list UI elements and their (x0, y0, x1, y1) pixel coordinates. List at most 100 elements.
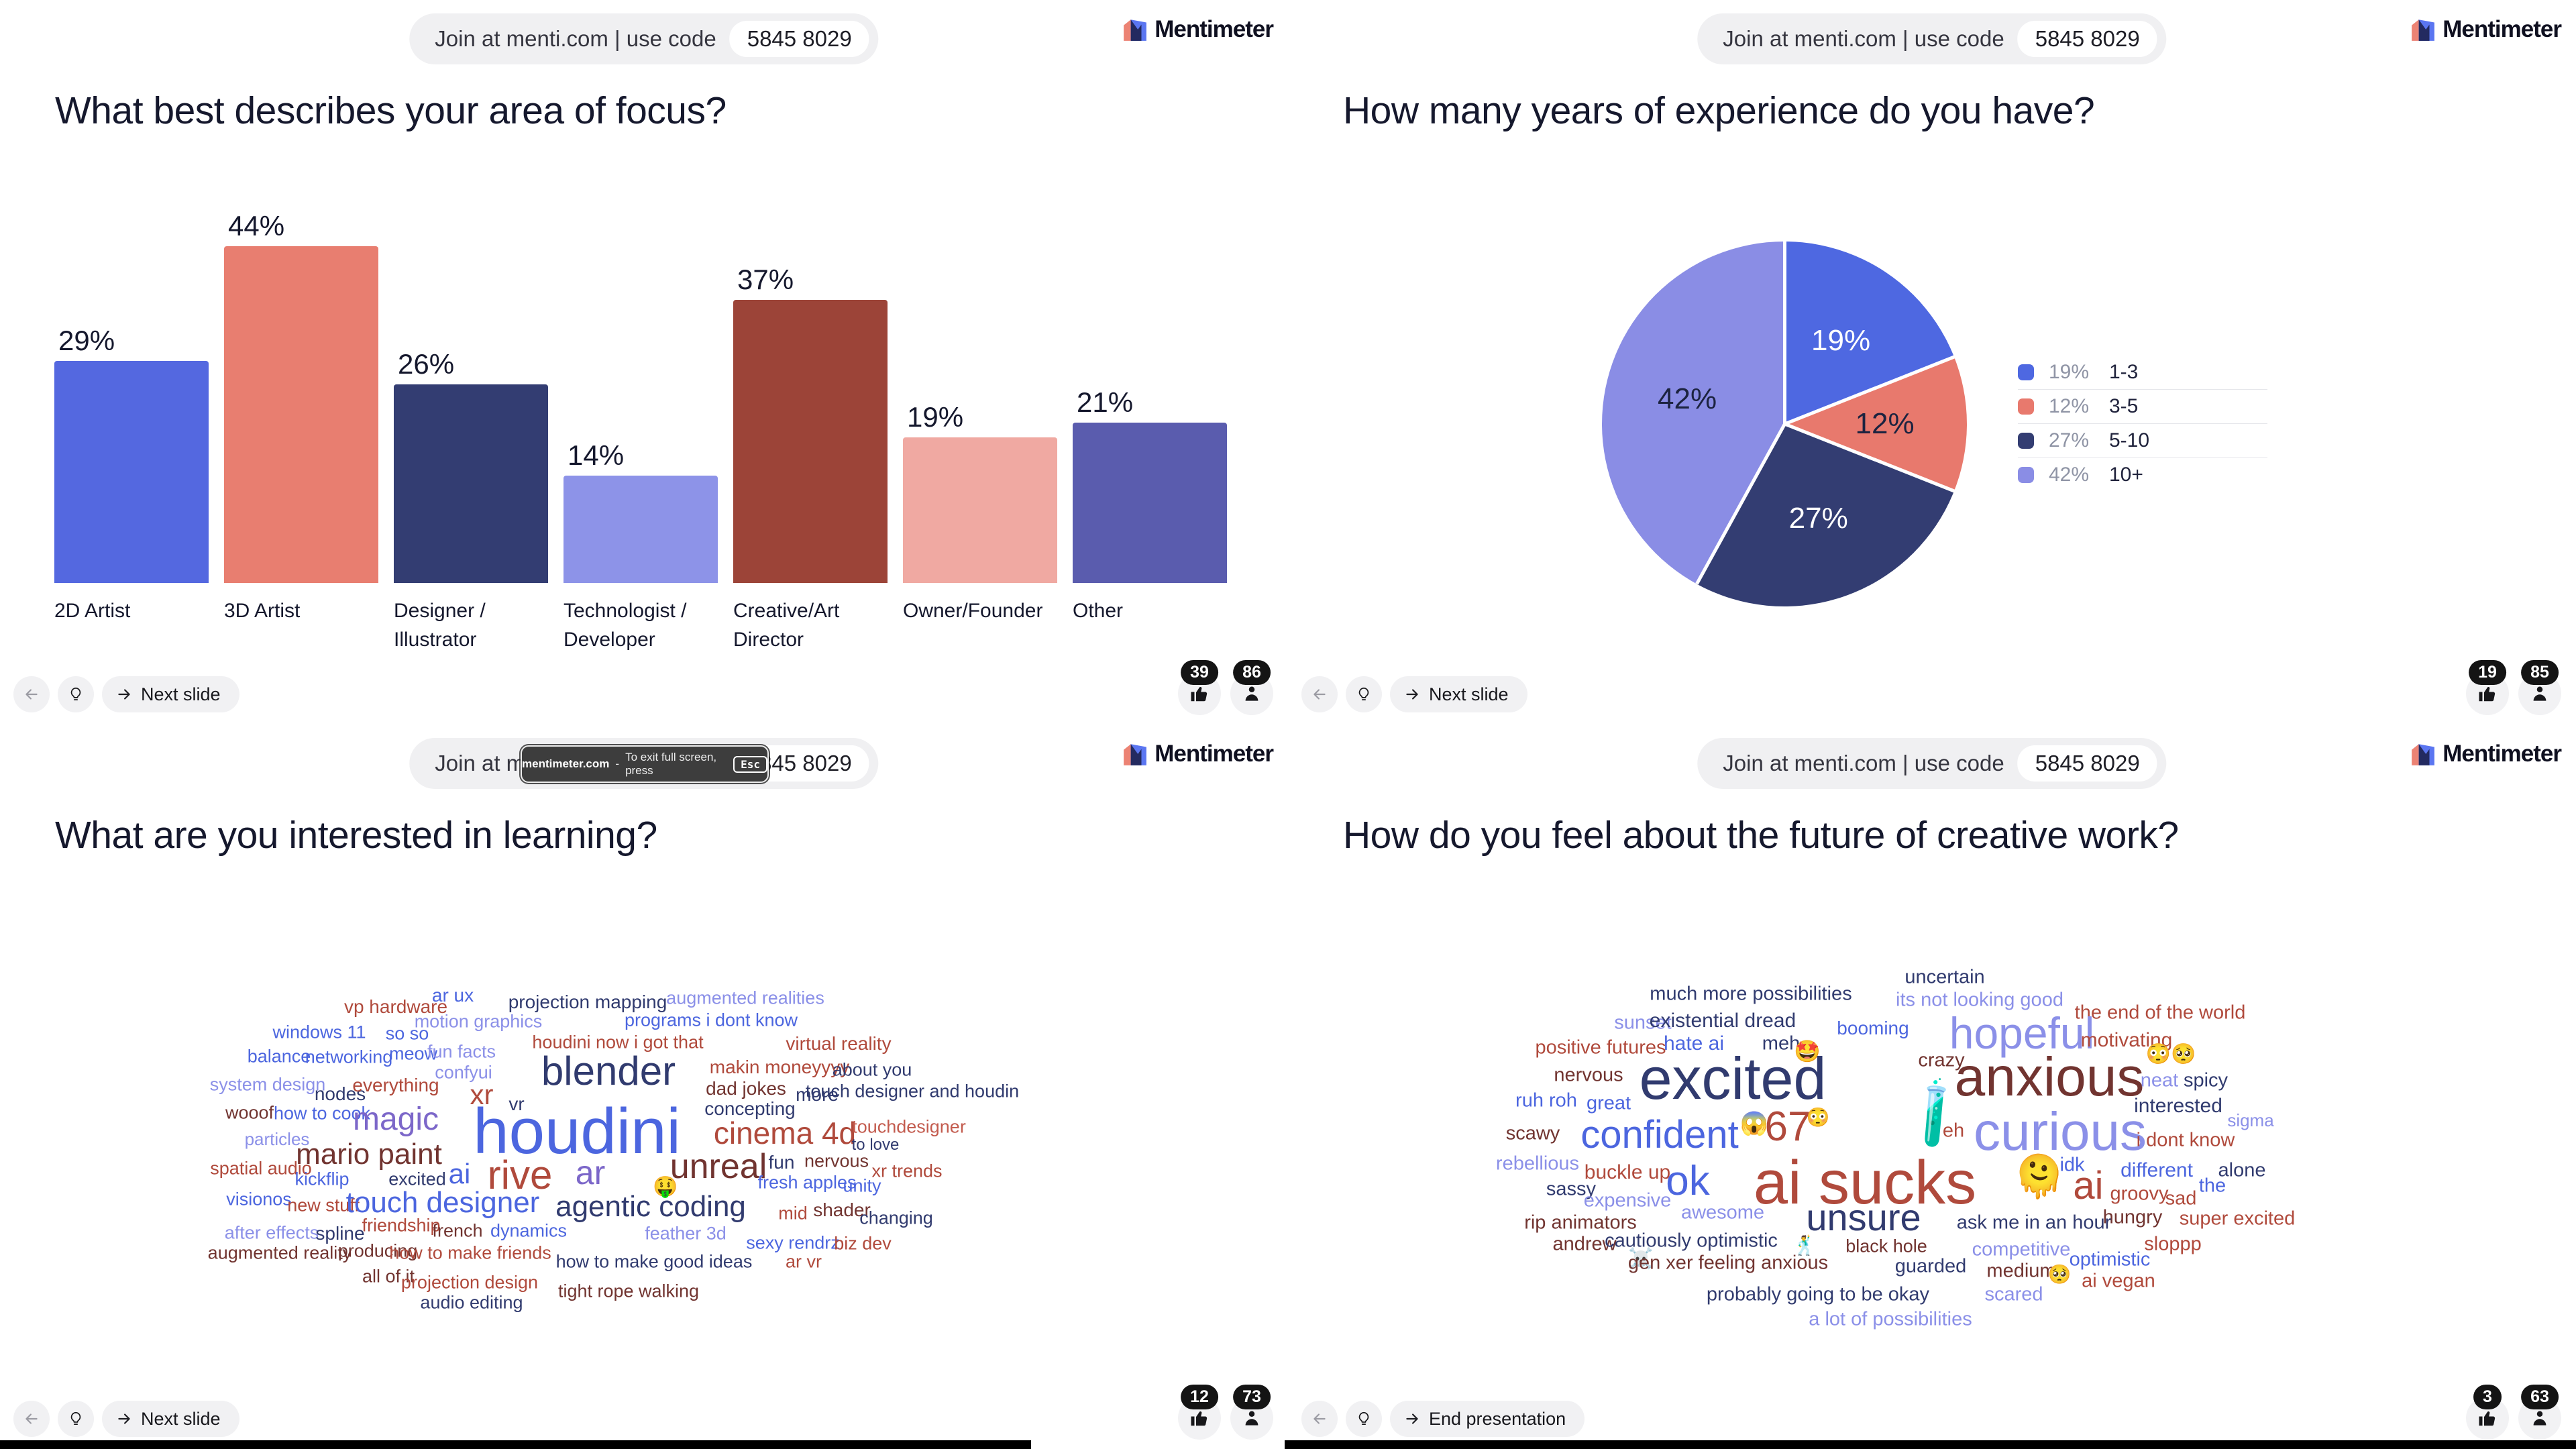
cloud-word: andrew (1552, 1233, 1617, 1255)
mentimeter-logo-text: Mentimeter (1155, 16, 1274, 42)
legend-percent: 27% (2049, 429, 2090, 451)
person-icon (2533, 686, 2546, 701)
bar-category-label: Other (1073, 600, 1124, 622)
cloud-word: dynamics (490, 1220, 568, 1241)
cloud-word: blender (541, 1049, 676, 1093)
bar-segment (54, 361, 209, 583)
next-slide-label: Next slide (141, 1408, 221, 1429)
cloud-word: agentic coding (555, 1190, 746, 1223)
like-reaction-button[interactable]: 39 (1178, 660, 1221, 715)
slide-controls: Next slide (1301, 676, 1527, 712)
cloud-word: houdini now i got that (532, 1032, 704, 1053)
join-code: 5845 8029 (729, 21, 869, 57)
cloud-word: how to make good ideas (555, 1251, 753, 1272)
cloud-word: sunset (1614, 1012, 1672, 1034)
cloud-word: to love (851, 1136, 900, 1154)
next-slide-label: Next slide (141, 684, 221, 704)
cloud-word: its not looking good (1896, 989, 2063, 1011)
cloud-word: the end of the world (2074, 1002, 2246, 1024)
cloud-word: 😳🥺 (2145, 1043, 2196, 1065)
cloud-word: unsure (1806, 1196, 1921, 1238)
thumbs-up-icon (1191, 686, 1208, 702)
next-slide-label: Next slide (1429, 684, 1509, 704)
screen-edge-bar-right (1285, 1440, 2576, 1449)
cloud-word: anxious (1954, 1046, 2145, 1108)
participants-indicator[interactable]: 86 (1230, 660, 1273, 715)
previous-slide-button[interactable] (1301, 1401, 1338, 1437)
back-arrow-icon (25, 1413, 38, 1424)
legend-row: 42% 10+ (2018, 458, 2267, 492)
next-slide-button[interactable]: Next slide (102, 676, 239, 712)
like-reaction-button[interactable]: 19 (2466, 660, 2509, 715)
cloud-word: sloppp (2144, 1233, 2202, 1255)
pie-slice-divider (1782, 241, 1786, 424)
cloud-word: meow (388, 1043, 438, 1064)
participants-indicator[interactable]: 85 (2518, 660, 2561, 715)
bar-category-label: Technologist / Developer (564, 600, 687, 651)
previous-slide-button[interactable] (13, 1401, 50, 1437)
bar-segment (224, 246, 378, 583)
lightbulb-icon (1358, 687, 1369, 700)
bar-chart: 29% 2D Artist 44% 3D Artist 26% Designer / Ill… (0, 0, 1288, 724)
cloud-word: black hole (1845, 1236, 1927, 1256)
end-presentation-button[interactable]: End presentation (1390, 1401, 1585, 1437)
legend-row: 12% 3-5 (2018, 390, 2267, 424)
cloud-word: about you (832, 1059, 912, 1080)
mentimeter-logo-text: Mentimeter (2443, 741, 2562, 767)
reactions: 19 85 (2466, 660, 2561, 715)
bar-segment (903, 437, 1057, 583)
cloud-word: medium (1986, 1260, 2056, 1282)
previous-slide-button[interactable] (13, 676, 50, 712)
cloud-word: i dont know (2136, 1129, 2235, 1151)
like-reaction-button[interactable]: 12 (1178, 1385, 1221, 1440)
reactions: 39 86 (1178, 660, 1273, 715)
cloud-word: changing (859, 1208, 933, 1228)
previous-slide-button[interactable] (1301, 676, 1338, 712)
mentimeter-logo-text: Mentimeter (1155, 741, 1274, 767)
participants-indicator[interactable]: 73 (1230, 1385, 1273, 1440)
cloud-word: xr (470, 1079, 494, 1110)
cloud-word: spline (315, 1223, 365, 1244)
join-instruction: Join at menti.com | use code (435, 26, 716, 51)
pie-slice-label: 27% (1788, 501, 1848, 535)
screen-edge-bar-left (0, 1440, 1031, 1449)
participants-indicator[interactable]: 63 (2518, 1385, 2561, 1440)
mentimeter-logo: Mentimeter (1122, 741, 1274, 767)
hint-lightbulb-button[interactable] (58, 676, 94, 712)
cloud-word: new stuff (287, 1195, 360, 1216)
cloud-word: motivating (2080, 1029, 2173, 1051)
cloud-word: great (1586, 1092, 1631, 1114)
cloud-word: confyui (435, 1062, 492, 1083)
cloud-word: excited (388, 1169, 446, 1189)
legend-label: 1-3 (2109, 361, 2139, 383)
slide-title: How many years of experience do you have… (1343, 89, 2095, 132)
pie-slice-label: 12% (1855, 407, 1915, 440)
cloud-word: sexy rendrz (746, 1232, 840, 1253)
hint-lightbulb-button[interactable] (58, 1401, 94, 1437)
cloud-word: everything (352, 1075, 439, 1095)
cloud-word: fun facts (427, 1041, 496, 1062)
cloud-word: nervous (1554, 1064, 1623, 1086)
next-slide-button[interactable]: Next slide (102, 1401, 239, 1437)
cloud-word: xr trends (871, 1161, 943, 1181)
slide-interested-learning: Join at menti.com | use code 5845 8029 m… (0, 724, 1288, 1449)
cloud-word: fresh apples (757, 1172, 857, 1193)
join-bar: Join at menti.com | use code 5845 8029 (1697, 738, 2167, 789)
hint-lightbulb-button[interactable] (1346, 676, 1382, 712)
pie-chart: 19% 12% 27% 42% 19% 1-3 12% 3-5 27% 5-10 42% 10+ (1288, 0, 2576, 724)
mentimeter-logo-icon (2412, 744, 2435, 765)
back-arrow-icon (1313, 1413, 1326, 1424)
hint-lightbulb-button[interactable] (1346, 1401, 1382, 1437)
bar-value-label: 37% (737, 264, 794, 295)
word-cloud: uncertain much more possibilities its not … (1288, 724, 2576, 1449)
cloud-word: programs i dont know (624, 1010, 798, 1030)
lightbulb-icon (70, 687, 81, 700)
cloud-word: hopeful (1949, 1008, 2095, 1058)
next-slide-button[interactable]: Next slide (1390, 676, 1527, 712)
cloud-word: touch designer (345, 1186, 540, 1219)
join-code: 5845 8029 (2017, 745, 2157, 782)
cloud-word: all of it (362, 1266, 415, 1287)
like-reaction-button[interactable]: 3 (2466, 1385, 2509, 1440)
cloud-word: ask me in an hour (1956, 1212, 2112, 1234)
cloud-word: augmented reality (207, 1242, 352, 1263)
